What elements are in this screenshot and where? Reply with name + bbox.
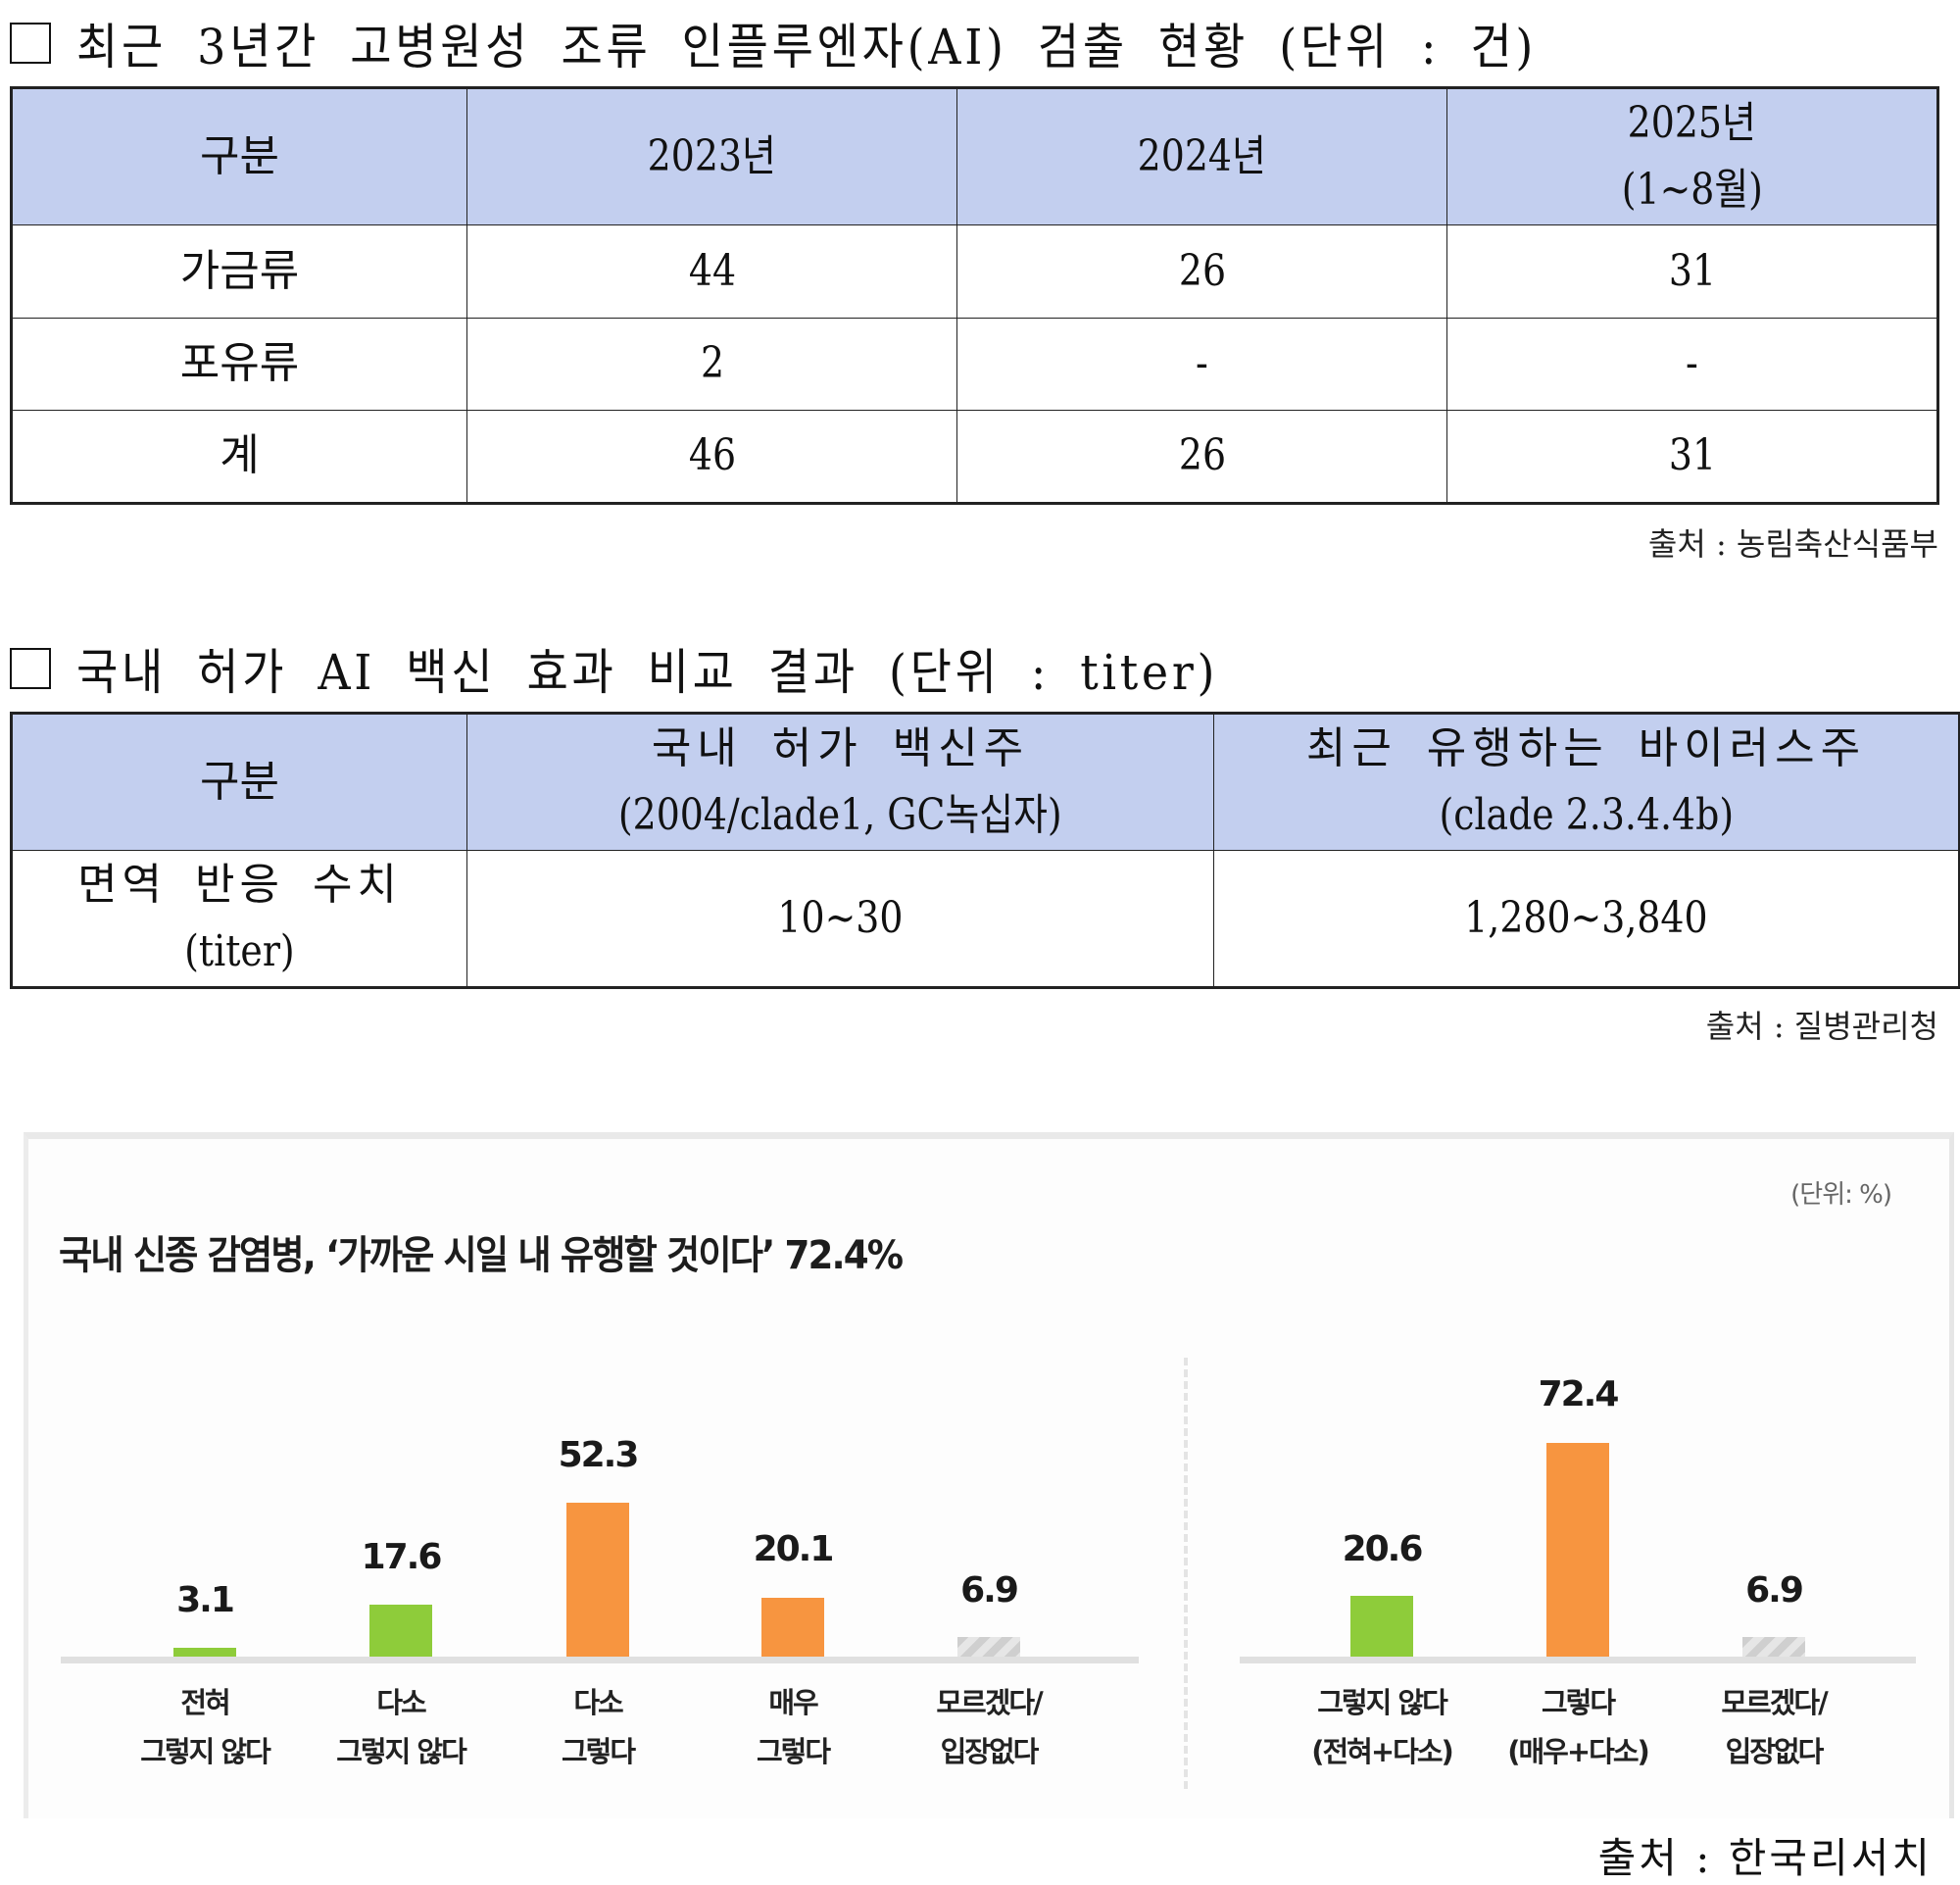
header-licensed-vaccine: 국내 허가 백신주 (2004/clade1, GC녹십자) — [466, 713, 1214, 851]
bar-value: 6.9 — [960, 1570, 1019, 1611]
checkbox-square-icon — [10, 23, 51, 64]
bar-category-label: 다소 그렇다 — [561, 1686, 636, 1768]
bar-category-label: 다소 그렇지 않다 — [336, 1686, 467, 1768]
cell-circulating-titer: 1,280~3,840 — [1213, 850, 1960, 988]
table-row: 포유류 2 - - — [11, 318, 1938, 411]
row-label: 가금류 — [11, 224, 467, 319]
bar-value: 20.6 — [1342, 1529, 1424, 1569]
bar-category-label: 모르겠다/ 입장없다 — [936, 1686, 1043, 1768]
bar-value: 20.1 — [753, 1529, 835, 1569]
bar-value: 72.4 — [1538, 1374, 1620, 1414]
bar-category-label: 모르겠다/ 입장없다 — [1721, 1686, 1828, 1768]
cell-2024: - — [956, 318, 1447, 411]
table-row: 가금류 44 26 31 — [11, 224, 1938, 319]
header-category: 구분 — [11, 87, 467, 225]
bar-dont-know-total — [1742, 1637, 1805, 1657]
cell-2025: 31 — [1446, 410, 1938, 504]
survey-chart-panel — [24, 1132, 1954, 1818]
bar-category-label: 전혀 그렇지 않다 — [140, 1686, 271, 1768]
bar-strongly-agree — [761, 1598, 824, 1657]
bar-value: 6.9 — [1745, 1570, 1804, 1611]
cell-2023: 2 — [466, 318, 957, 411]
table-header-row: 구분 국내 허가 백신주 (2004/clade1, GC녹십자) 최근 유행하… — [11, 713, 1960, 851]
header-circulating-virus: 최근 유행하는 바이러스주 (clade 2.3.4.4b) — [1213, 713, 1960, 851]
table-row: 면역 반응 수치 (titer) 10~30 1,280~3,840 — [11, 850, 1960, 988]
vaccine-comparison-table: 구분 국내 허가 백신주 (2004/clade1, GC녹십자) 최근 유행하… — [10, 712, 1960, 989]
source-note-kdca: 출처 : 질병관리청 — [1705, 1008, 1938, 1045]
table-header-row: 구분 2023년 2024년 2025년 (1~8월) — [11, 87, 1938, 225]
section-title-text: 국내 허가 AI 백신 효과 비교 결과 (단위 : titer) — [76, 644, 1219, 701]
cell-2024: 26 — [956, 224, 1447, 319]
cell-2024: 26 — [956, 410, 1447, 504]
cell-2025: - — [1446, 318, 1938, 411]
bar-somewhat-agree — [566, 1503, 629, 1657]
header-category: 구분 — [11, 713, 467, 851]
bar-somewhat-disagree — [369, 1605, 432, 1657]
header-2024: 2024년 — [956, 87, 1447, 225]
section-title-ai-detection: 최근 3년간 고병원성 조류 인플루엔자(AI) 검출 현황 (단위 : 건) — [10, 8, 1664, 78]
header-2023: 2023년 — [466, 87, 957, 225]
chart-unit-label: (단위: %) — [1790, 1180, 1892, 1210]
bar-strongly-disagree — [173, 1648, 236, 1657]
section-title-text: 최근 3년간 고병원성 조류 인플루엔자(AI) 검출 현황 (단위 : 건) — [76, 19, 1538, 75]
bar-value: 3.1 — [176, 1580, 235, 1620]
header-2025: 2025년 (1~8월) — [1446, 87, 1938, 225]
ai-detection-table: 구분 2023년 2024년 2025년 (1~8월) 가금류 44 26 31… — [10, 86, 1939, 505]
section-title-vaccine-comparison: 국내 허가 AI 백신 효과 비교 결과 (단위 : titer) — [10, 633, 1317, 704]
chart-title: 국내 신종 감염병, ‘가까운 시일 내 유행할 것이다’ 72.4% — [59, 1233, 904, 1278]
bar-category-label: 그렇다 (매우+다소) — [1507, 1686, 1650, 1768]
bar-dont-know — [957, 1637, 1020, 1657]
checkbox-square-icon — [10, 648, 51, 689]
bar-value: 17.6 — [361, 1537, 443, 1577]
row-label: 면역 반응 수치 (titer) — [11, 850, 467, 988]
chart-baseline-left — [61, 1657, 1139, 1663]
bar-category-label: 매우 그렇다 — [756, 1686, 831, 1768]
chart-baseline-right — [1240, 1657, 1916, 1663]
source-note-mafra: 출처 : 농림축산식품부 — [1647, 525, 1938, 563]
cell-2023: 44 — [466, 224, 957, 319]
table-row-total: 계 46 26 31 — [11, 410, 1938, 504]
source-note-hankook-research: 출처 : 한국리서치 — [1597, 1834, 1933, 1882]
bar-disagree-total — [1350, 1596, 1413, 1657]
bar-agree-total — [1546, 1443, 1609, 1657]
chart-panel-divider — [1184, 1358, 1188, 1789]
cell-licensed-titer: 10~30 — [466, 850, 1214, 988]
bar-value: 52.3 — [558, 1435, 640, 1475]
row-label: 포유류 — [11, 318, 467, 411]
bar-category-label: 그렇지 않다 (전혀+다소) — [1311, 1686, 1454, 1768]
cell-2025: 31 — [1446, 224, 1938, 319]
cell-2023: 46 — [466, 410, 957, 504]
row-label: 계 — [11, 410, 467, 504]
